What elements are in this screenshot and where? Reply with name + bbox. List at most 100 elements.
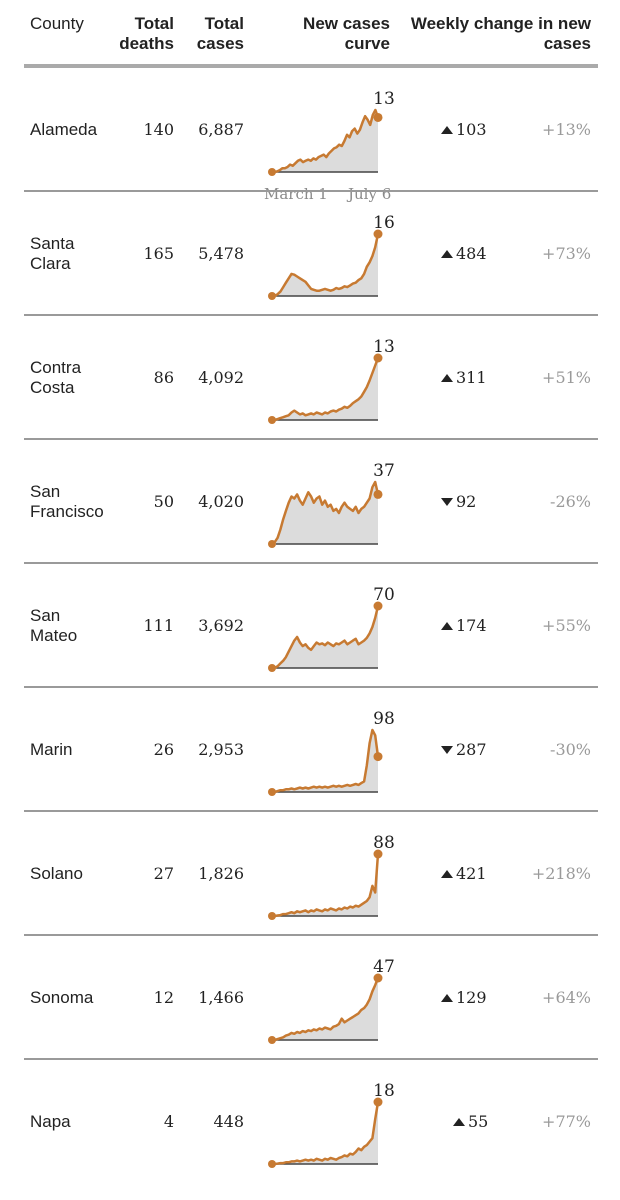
sparkline-line (272, 357, 380, 422)
total-deaths: 50 (153, 492, 174, 511)
arrow-up-icon (441, 622, 453, 630)
header-cases-line2: cases (196, 34, 244, 53)
weekly-change-percent: +218% (531, 864, 591, 883)
total-cases: 5,478 (198, 244, 244, 263)
latest-value-label: 47 (373, 957, 395, 977)
sparkline-area (272, 854, 378, 916)
county-name: Napa (30, 1112, 130, 1132)
weekly-change-percent: -26% (550, 492, 591, 511)
row-divider (24, 686, 598, 688)
total-deaths: 111 (143, 616, 174, 635)
total-deaths: 165 (143, 244, 174, 263)
header-weekly-change: Weekly change in new cases (400, 14, 591, 54)
row-divider (24, 438, 598, 440)
total-cases: 1,826 (198, 864, 244, 883)
sparkline-start-point (268, 168, 276, 176)
arrow-down-icon (441, 746, 453, 754)
table-header: County Total deaths Total cases New case… (0, 0, 620, 62)
sparkline-end-point (373, 353, 383, 363)
latest-value-label: 16 (373, 213, 395, 233)
county-name: Santa Clara (30, 234, 130, 274)
county-name-line: Santa (30, 234, 75, 253)
county-name-line: Sonoma (30, 988, 94, 1007)
county-name-line: San (30, 606, 61, 625)
table-row: San Francisco 50 4,020 37 92 -26% (0, 440, 620, 564)
sparkline-area (272, 110, 378, 172)
sparkline-start-point (268, 788, 276, 796)
county-name-line: Clara (30, 254, 71, 273)
arrow-down-icon (441, 498, 453, 506)
table-row: Solano 27 1,826 88 421 +218% (0, 812, 620, 936)
table-row: Contra Costa 86 4,092 13 311 +51% (0, 316, 620, 440)
sparkline-start-point (268, 1036, 276, 1044)
latest-value-label: 70 (373, 585, 395, 605)
header-total-cases: Total cases (174, 14, 244, 54)
table-row: Santa Clara 165 5,478 16 484 +73% (0, 192, 620, 316)
header-deaths-line1: Total (134, 14, 174, 33)
total-cases: 4,092 (198, 368, 244, 387)
arrow-shape (441, 126, 453, 134)
sparkline-area (272, 234, 378, 296)
sparkline-line (272, 605, 380, 670)
total-cases: 4,020 (198, 492, 244, 511)
weekly-change-value: 484 (456, 244, 487, 263)
header-change-line1: Weekly change in new (410, 14, 591, 33)
header-total-deaths: Total deaths (104, 14, 174, 54)
new-cases-sparkline: 47 (268, 957, 395, 1044)
new-cases-sparkline: 18 (268, 1081, 395, 1168)
new-cases-sparkline: 70 (268, 585, 395, 672)
county-name-line: Napa (30, 1112, 71, 1131)
row-divider (24, 190, 598, 192)
sparkline-start-point (268, 912, 276, 920)
sparkline-end-point (373, 752, 383, 762)
county-name-line: Contra (30, 358, 82, 377)
sparkline-area (272, 730, 378, 792)
table-row: Sonoma 12 1,466 47 129 +64% (0, 936, 620, 1060)
sparkline-area (272, 482, 378, 544)
county-name: Solano (30, 864, 130, 884)
total-cases: 2,953 (198, 740, 244, 759)
arrow-shape (441, 870, 453, 878)
header-change-line2: cases (543, 34, 591, 53)
total-deaths: 12 (153, 988, 174, 1007)
sparkline-area (272, 606, 378, 668)
sparkline-start-point (268, 416, 276, 424)
sparkline-line (271, 480, 380, 545)
total-cases: 6,887 (198, 120, 244, 139)
sparkline-start-point (268, 664, 276, 672)
weekly-change-percent: +13% (542, 120, 591, 139)
header-curve-line1: New cases (303, 14, 390, 33)
sparkline-end-point (373, 601, 383, 611)
arrow-up-icon (453, 1118, 465, 1126)
sparkline-end-point (373, 489, 383, 499)
weekly-change-value: 55 (468, 1112, 489, 1131)
county-name-line: Solano (30, 864, 83, 883)
new-cases-sparkline: 13 (268, 89, 395, 176)
latest-value-label: 18 (373, 1081, 395, 1101)
sparkline-area (272, 1102, 378, 1164)
arrow-shape (441, 746, 453, 754)
row-divider (24, 934, 598, 936)
county-name: Sonoma (30, 988, 130, 1008)
latest-value-label: 37 (373, 461, 395, 481)
sparkline-end-point (373, 973, 383, 983)
sparkline-end-point (373, 1097, 383, 1107)
new-cases-sparkline: 13 (268, 337, 395, 424)
weekly-change-value: 92 (456, 492, 477, 511)
sparkline-line (272, 728, 380, 794)
sparkline-end-point (373, 849, 383, 859)
latest-value-label: 13 (373, 89, 395, 109)
new-cases-sparkline: 88 (268, 833, 395, 920)
latest-value-label: 13 (373, 337, 395, 357)
header-cases-line1: Total (204, 14, 244, 33)
sparkline-line (272, 853, 380, 918)
arrow-shape (453, 1118, 465, 1126)
arrow-up-icon (441, 374, 453, 382)
row-divider (24, 314, 598, 316)
sparkline-area (272, 978, 378, 1040)
weekly-change-value: 103 (456, 120, 487, 139)
weekly-change-percent: +73% (542, 244, 591, 263)
total-cases: 448 (213, 1112, 244, 1131)
weekly-change-percent: +55% (542, 616, 591, 635)
weekly-change-value: 421 (456, 864, 487, 883)
